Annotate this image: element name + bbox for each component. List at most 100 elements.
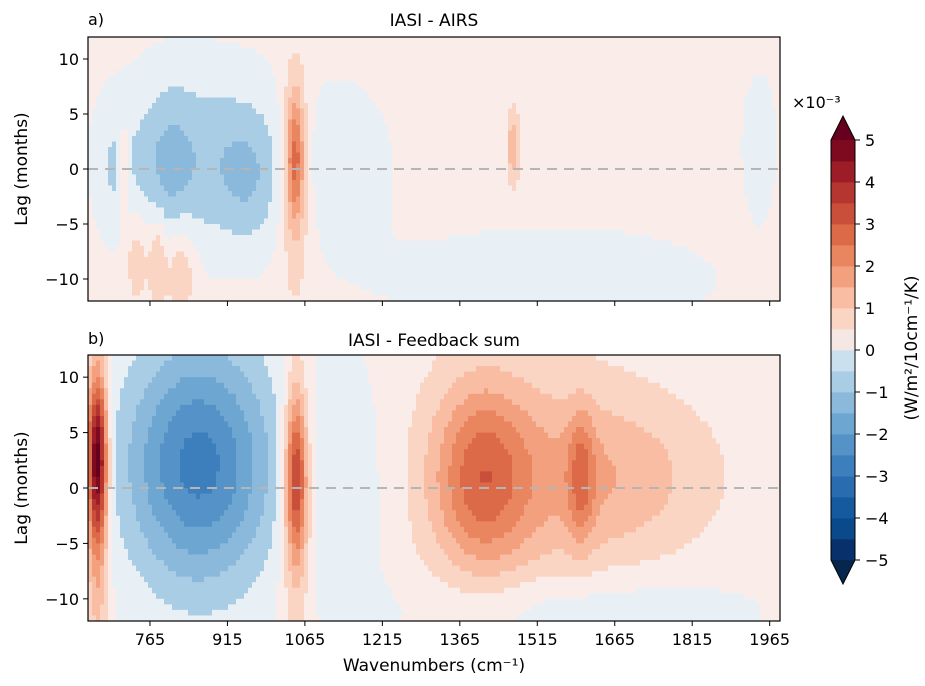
heatmap-cell — [548, 158, 553, 165]
heatmap-cell — [116, 163, 121, 170]
heatmap-cell — [220, 163, 225, 170]
heatmap-cell — [272, 75, 277, 82]
heatmap-cell — [760, 147, 765, 154]
heatmap-cell — [260, 97, 265, 104]
heatmap-cell — [568, 81, 573, 88]
heatmap-cell — [456, 130, 461, 137]
heatmap-cell — [548, 114, 553, 121]
heatmap-cell — [676, 53, 681, 60]
heatmap-cell — [696, 75, 701, 82]
heatmap-cell — [92, 152, 97, 159]
heatmap-cell — [640, 119, 645, 126]
heatmap-cell — [468, 152, 473, 159]
heatmap-cell — [740, 158, 745, 165]
heatmap-cell — [508, 103, 513, 110]
heatmap-cell — [120, 81, 125, 88]
heatmap-cell — [332, 108, 337, 115]
heatmap-cell — [684, 125, 689, 132]
heatmap-cell — [624, 42, 629, 49]
heatmap-cell — [360, 81, 365, 88]
heatmap-cell — [88, 141, 93, 148]
heatmap-cell — [676, 59, 681, 66]
heatmap-cell — [372, 75, 377, 82]
heatmap-cell — [152, 103, 157, 110]
heatmap-cell — [380, 103, 385, 110]
heatmap-cell — [304, 163, 309, 170]
heatmap-cell — [684, 152, 689, 159]
heatmap-cell — [320, 86, 325, 93]
heatmap-cell — [504, 75, 509, 82]
heatmap-cell — [420, 180, 425, 187]
heatmap-cell — [388, 119, 393, 126]
heatmap-cell — [384, 163, 389, 170]
heatmap-cell — [404, 75, 409, 82]
heatmap-cell — [412, 86, 417, 93]
heatmap-cell — [660, 185, 665, 192]
heatmap-cell — [520, 185, 525, 192]
heatmap-cell — [220, 147, 225, 154]
heatmap-cell — [580, 53, 585, 60]
heatmap-cell — [336, 92, 341, 99]
heatmap-cell — [656, 59, 661, 66]
heatmap-cell — [712, 158, 717, 165]
heatmap-cell — [532, 147, 537, 154]
heatmap-cell — [640, 37, 645, 44]
heatmap-cell — [512, 86, 517, 93]
heatmap-cell — [544, 125, 549, 132]
heatmap-cell — [740, 130, 745, 137]
heatmap-cell — [668, 48, 673, 55]
heatmap-cell — [360, 136, 365, 143]
heatmap-cell — [224, 75, 229, 82]
heatmap-cell — [636, 130, 641, 137]
heatmap-cell — [192, 180, 197, 187]
heatmap-cell — [500, 75, 505, 82]
heatmap-cell — [732, 37, 737, 44]
heatmap-cell — [92, 37, 97, 44]
heatmap-cell — [432, 75, 437, 82]
heatmap-cell — [468, 42, 473, 49]
heatmap-cell — [240, 64, 245, 71]
heatmap-cell — [136, 108, 141, 115]
heatmap-cell — [152, 97, 157, 104]
heatmap-cell — [708, 152, 713, 159]
heatmap-cell — [664, 103, 669, 110]
heatmap-cell — [476, 53, 481, 60]
heatmap-cell — [760, 53, 765, 60]
heatmap-cell — [308, 152, 313, 159]
heatmap-cell — [340, 81, 345, 88]
heatmap-cell — [132, 48, 137, 55]
heatmap-cell — [560, 53, 565, 60]
heatmap-cell — [404, 59, 409, 66]
heatmap-cell — [204, 169, 209, 176]
heatmap-cell — [724, 75, 729, 82]
heatmap-cell — [552, 169, 557, 176]
heatmap-cell — [572, 152, 577, 159]
heatmap-cell — [280, 59, 285, 66]
heatmap-cell — [472, 114, 477, 121]
heatmap-cell — [136, 37, 141, 44]
heatmap-cell — [520, 180, 525, 187]
heatmap-cell — [172, 103, 177, 110]
heatmap-cell — [460, 59, 465, 66]
heatmap-cell — [324, 147, 329, 154]
heatmap-cell — [480, 86, 485, 93]
heatmap-cell — [684, 108, 689, 115]
heatmap-cell — [436, 141, 441, 148]
heatmap-cell — [728, 163, 733, 170]
heatmap-cell — [300, 53, 305, 60]
heatmap-cell — [248, 119, 253, 126]
heatmap-cell — [96, 103, 101, 110]
heatmap-cell — [728, 103, 733, 110]
heatmap-cell — [708, 147, 713, 154]
heatmap-cell — [584, 180, 589, 187]
heatmap-cell — [700, 75, 705, 82]
heatmap-cell — [704, 48, 709, 55]
heatmap-cell — [332, 114, 337, 121]
heatmap-cell — [268, 86, 273, 93]
heatmap-cell — [644, 130, 649, 137]
heatmap-cell — [696, 48, 701, 55]
heatmap-cell — [692, 169, 697, 176]
heatmap-cell — [424, 53, 429, 60]
heatmap-cell — [156, 119, 161, 126]
heatmap-cell — [528, 147, 533, 154]
